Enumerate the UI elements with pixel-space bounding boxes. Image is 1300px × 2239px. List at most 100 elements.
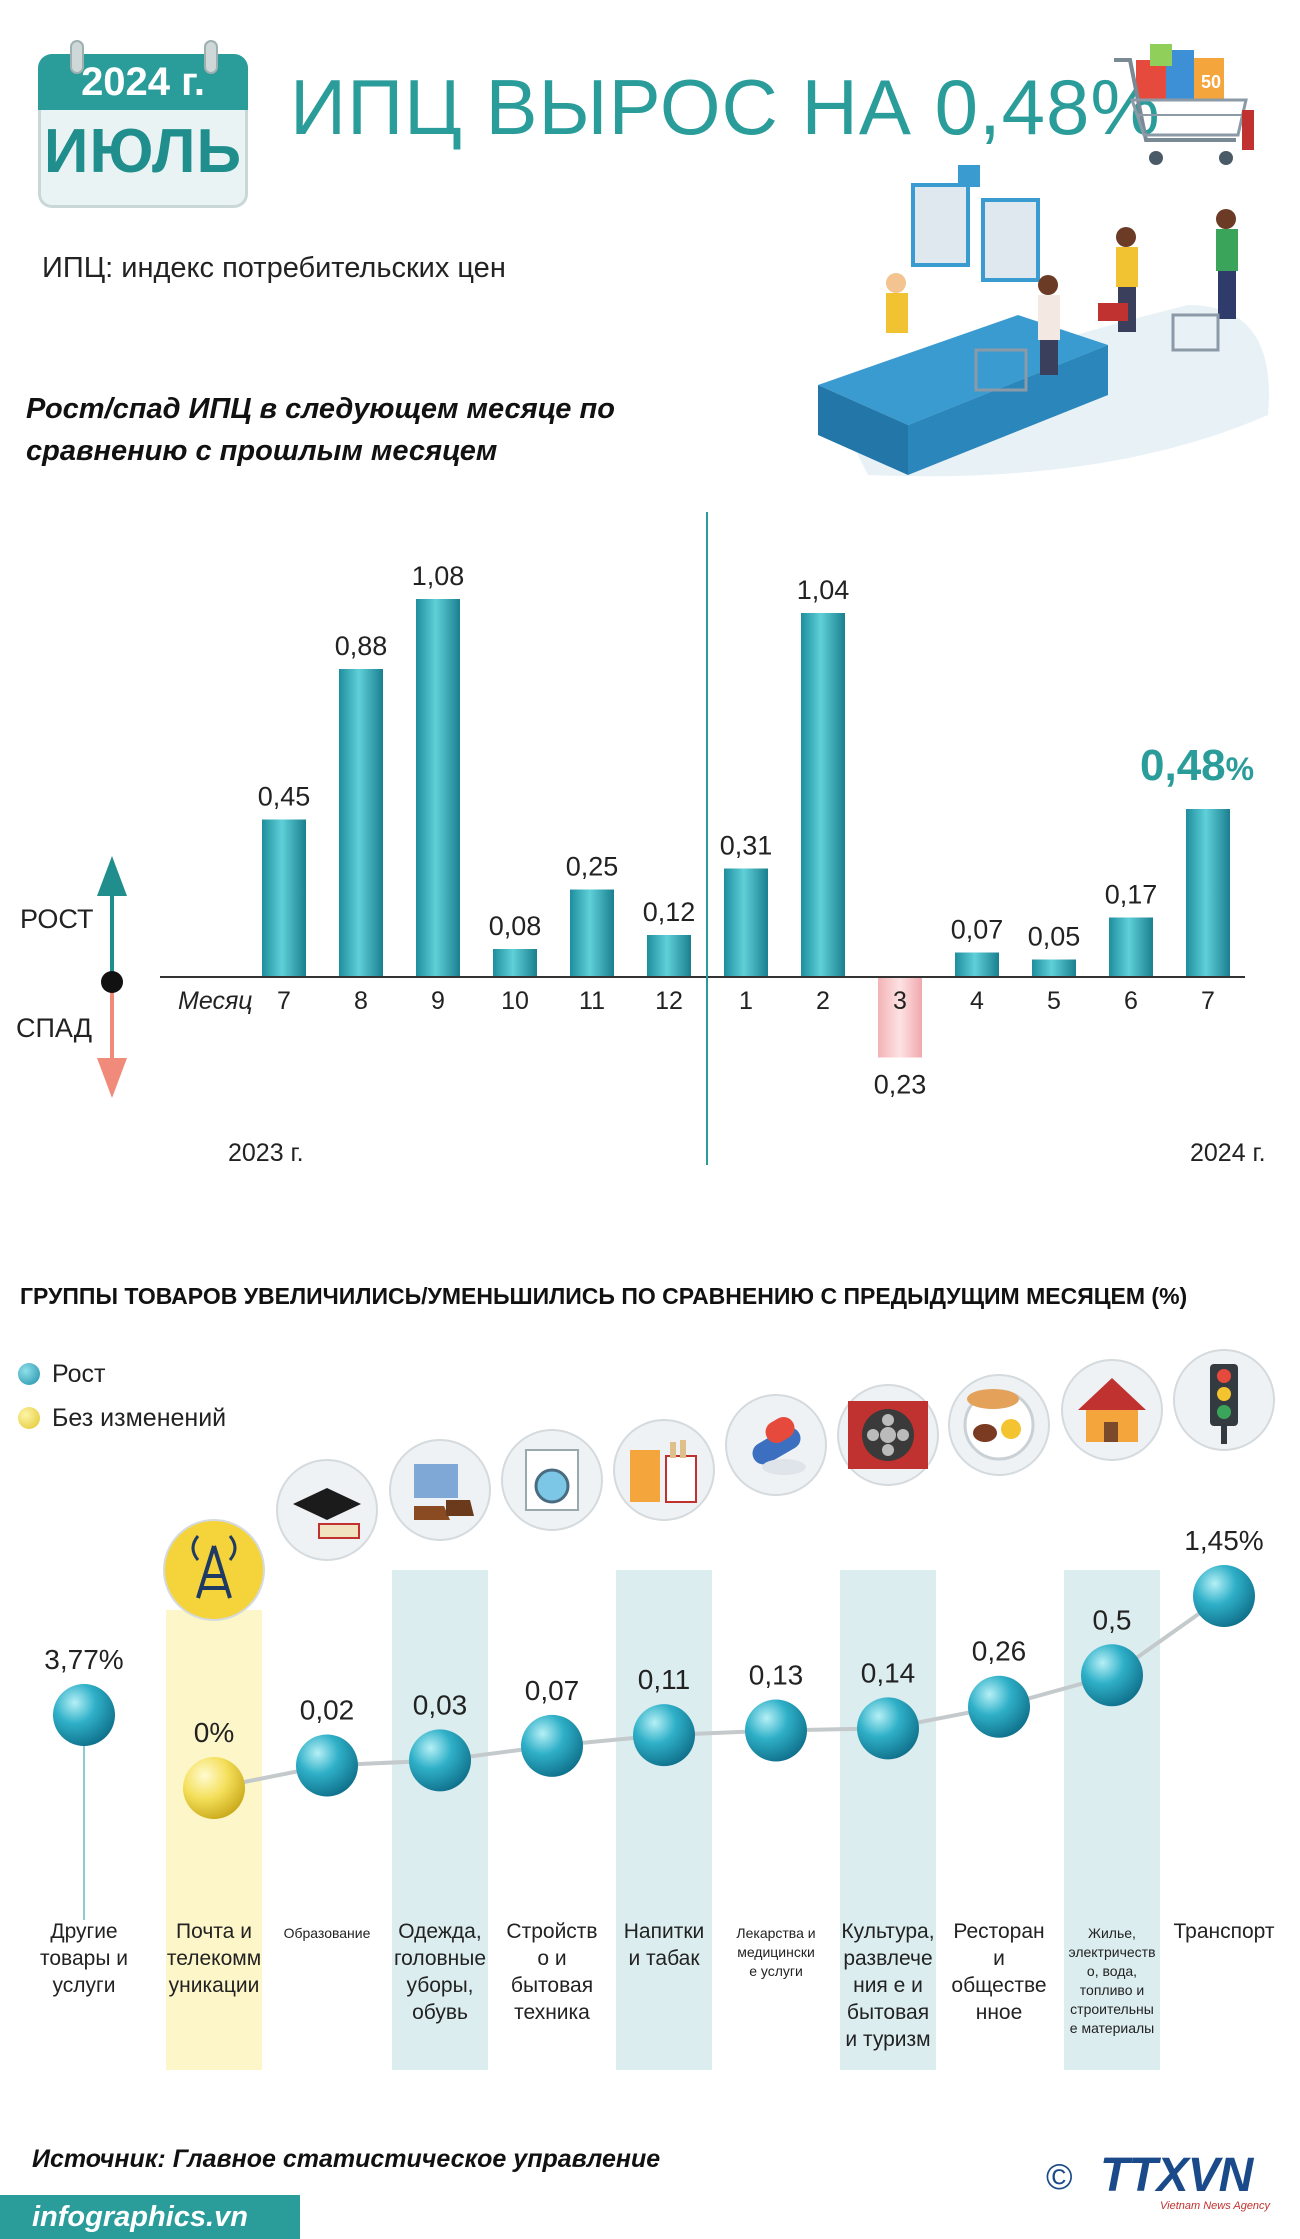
point-value-label: 1,45% xyxy=(1184,1525,1263,1556)
arrow-down-head-icon xyxy=(97,1058,127,1098)
bar-month-3-2024 xyxy=(878,977,922,1058)
bar-value-label: 0,31 xyxy=(720,831,773,861)
graduation-cap-icon xyxy=(276,1459,378,1561)
bar-value-label: 0,12 xyxy=(643,897,696,927)
month-axis-label: Месяц xyxy=(178,987,253,1015)
point-rise xyxy=(1193,1565,1255,1627)
point-value-label: 3,77% xyxy=(44,1644,123,1675)
category-label: Другие товары и услуги xyxy=(40,1920,128,1997)
chart1-title-line1: Рост/спад ИПЦ в следующем месяце по xyxy=(26,393,615,425)
film-reel-icon xyxy=(837,1384,939,1486)
year-badge: 2024 г. xyxy=(81,60,205,104)
bar-value-label: 0,07 xyxy=(951,915,1004,945)
bar-month-5-2024 xyxy=(1032,959,1076,977)
point-value-label: 0,07 xyxy=(525,1675,580,1706)
traffic-light-icon xyxy=(1173,1349,1275,1451)
bar-month-8-2023 xyxy=(339,669,383,977)
bar-value-label: 1,08 xyxy=(412,561,465,591)
x-tick-label: 11 xyxy=(579,987,605,1015)
x-tick-label: 6 xyxy=(1124,987,1138,1015)
chart1-title: Рост/спад ИПЦ в следующем месяце по срав… xyxy=(26,388,615,472)
pills-icon xyxy=(725,1394,827,1496)
point-value-label: 0,11 xyxy=(638,1664,690,1695)
point-rise xyxy=(1081,1644,1143,1707)
point-value-label: 0,02 xyxy=(300,1694,355,1725)
fall-label: СПАД xyxy=(16,1013,92,1043)
category-label: Жилье, электричеств о, вода, топливо и строи… xyxy=(1068,1925,1155,2036)
x-tick-label: 5 xyxy=(1047,987,1061,1015)
highlight-value-label: 0,48% xyxy=(1140,741,1254,790)
category-label: Ресторан и обществе нное xyxy=(951,1920,1046,2024)
bar-value-label: 0,88 xyxy=(335,631,388,661)
bar-month-6-2024 xyxy=(1109,917,1153,977)
cpi-bar-chart: 7 0,45 8 0,88 9 1,08 10 0,08 11 0,25 12 0,12 1 0,31 2 1… xyxy=(16,512,1266,1167)
x-tick-label: 3 xyxy=(893,987,907,1015)
x-tick-label: 12 xyxy=(655,987,683,1015)
point-value-label: 0% xyxy=(194,1717,234,1748)
agency-logo-subtitle: Vietnam News Agency xyxy=(1160,2200,1271,2212)
x-tick-label: 1 xyxy=(739,987,753,1015)
page-subtitle: ИПЦ: индекс потребительских цен xyxy=(42,252,506,284)
bar-month-2-2024 xyxy=(801,613,845,977)
bar-value-label: 0,17 xyxy=(1105,880,1158,910)
clothes-shoes-icon xyxy=(389,1439,491,1541)
point-rise xyxy=(633,1704,695,1767)
calendar-body xyxy=(38,110,248,208)
x-tick-label: 9 xyxy=(431,987,445,1015)
bar-month-11-2023 xyxy=(570,889,614,977)
calendar-badge: 2024 г. ИЮЛЬ xyxy=(38,40,248,208)
month-badge: ИЮЛЬ xyxy=(43,117,243,186)
legend-unchanged-dot xyxy=(18,1407,40,1429)
category-label: Стройств о и бытовая техника xyxy=(506,1920,597,2024)
point-value-label: 0,03 xyxy=(413,1689,468,1720)
x-tick-label: 7 xyxy=(1201,987,1215,1015)
bar-value-label: 0,45 xyxy=(258,782,311,812)
legend-unchanged: Без изменений xyxy=(18,1404,226,1433)
column-highlight xyxy=(166,1610,262,2070)
page-title: ИПЦ ВЫРОС НА 0,48% xyxy=(290,63,1161,151)
bar-month-7-2024 xyxy=(1186,809,1230,977)
legend-rise-label: Рост xyxy=(52,1360,106,1388)
point-rise xyxy=(857,1697,919,1760)
year-label-2023: 2023 г. xyxy=(228,1139,304,1167)
x-tick-label: 2 xyxy=(816,987,830,1015)
point-value-label: 0,26 xyxy=(972,1636,1027,1667)
category-label: Напитки и табак xyxy=(624,1920,704,1970)
footer-bar: infographics.vn xyxy=(0,2195,300,2239)
radio-tower-icon xyxy=(163,1519,265,1621)
point-value-label: 0,14 xyxy=(861,1657,916,1688)
category-label: Одежда, головные уборы, обувь xyxy=(394,1920,486,2024)
supermarket-illustration xyxy=(818,165,1269,477)
category-label: Культура, развлече ния е и бытовая и туризм xyxy=(841,1920,934,2051)
goods-groups-chart: 3,77% 0% 0,02 0,03 0,07 0,11 0,13 0,14 0,26 0,5 1,… xyxy=(40,1349,1275,2070)
bar-month-10-2023 xyxy=(493,949,537,977)
column-highlight xyxy=(392,1570,488,2070)
trend-line xyxy=(213,1594,1226,1790)
copyright-icon: © xyxy=(1046,2156,1073,2197)
section2-title: ГРУППЫ ТОВАРОВ УВЕЛИЧИЛИСЬ/УМЕНЬШИЛИСЬ П… xyxy=(20,1283,1188,1309)
arrow-up-head-icon xyxy=(97,856,127,896)
source-note: Источник: Главное статистическое управле… xyxy=(32,2145,661,2173)
svg-text:50: 50 xyxy=(1201,72,1221,92)
point-rise xyxy=(521,1714,583,1777)
point-value-label: 0,13 xyxy=(749,1660,804,1691)
x-tick-label: 10 xyxy=(501,987,529,1015)
category-label: Транспорт xyxy=(1174,1920,1275,1943)
point-value-label: 0,5 xyxy=(1093,1604,1132,1635)
house-icon xyxy=(1061,1359,1163,1461)
bar-value-label: 0,08 xyxy=(489,911,542,941)
chart1-title-line2: сравнению с прошлым месяцем xyxy=(26,435,498,467)
restaurant-plate-icon xyxy=(948,1374,1050,1476)
point-rise xyxy=(745,1699,807,1762)
category-label: Образование xyxy=(284,1925,371,1941)
highlight-value: 0,48 xyxy=(1140,741,1226,790)
bar-month-4-2024 xyxy=(955,952,999,977)
point-rise xyxy=(968,1675,1030,1738)
x-tick-label: 7 xyxy=(277,987,291,1015)
column-highlight xyxy=(840,1570,936,2070)
bar-month-9-2023 xyxy=(416,599,460,977)
legend-rise: Рост xyxy=(18,1360,105,1389)
shopping-cart-icon: 50 xyxy=(1114,44,1254,165)
calendar-ring-icon xyxy=(70,40,84,74)
legend-unchanged-label: Без изменений xyxy=(52,1404,227,1432)
